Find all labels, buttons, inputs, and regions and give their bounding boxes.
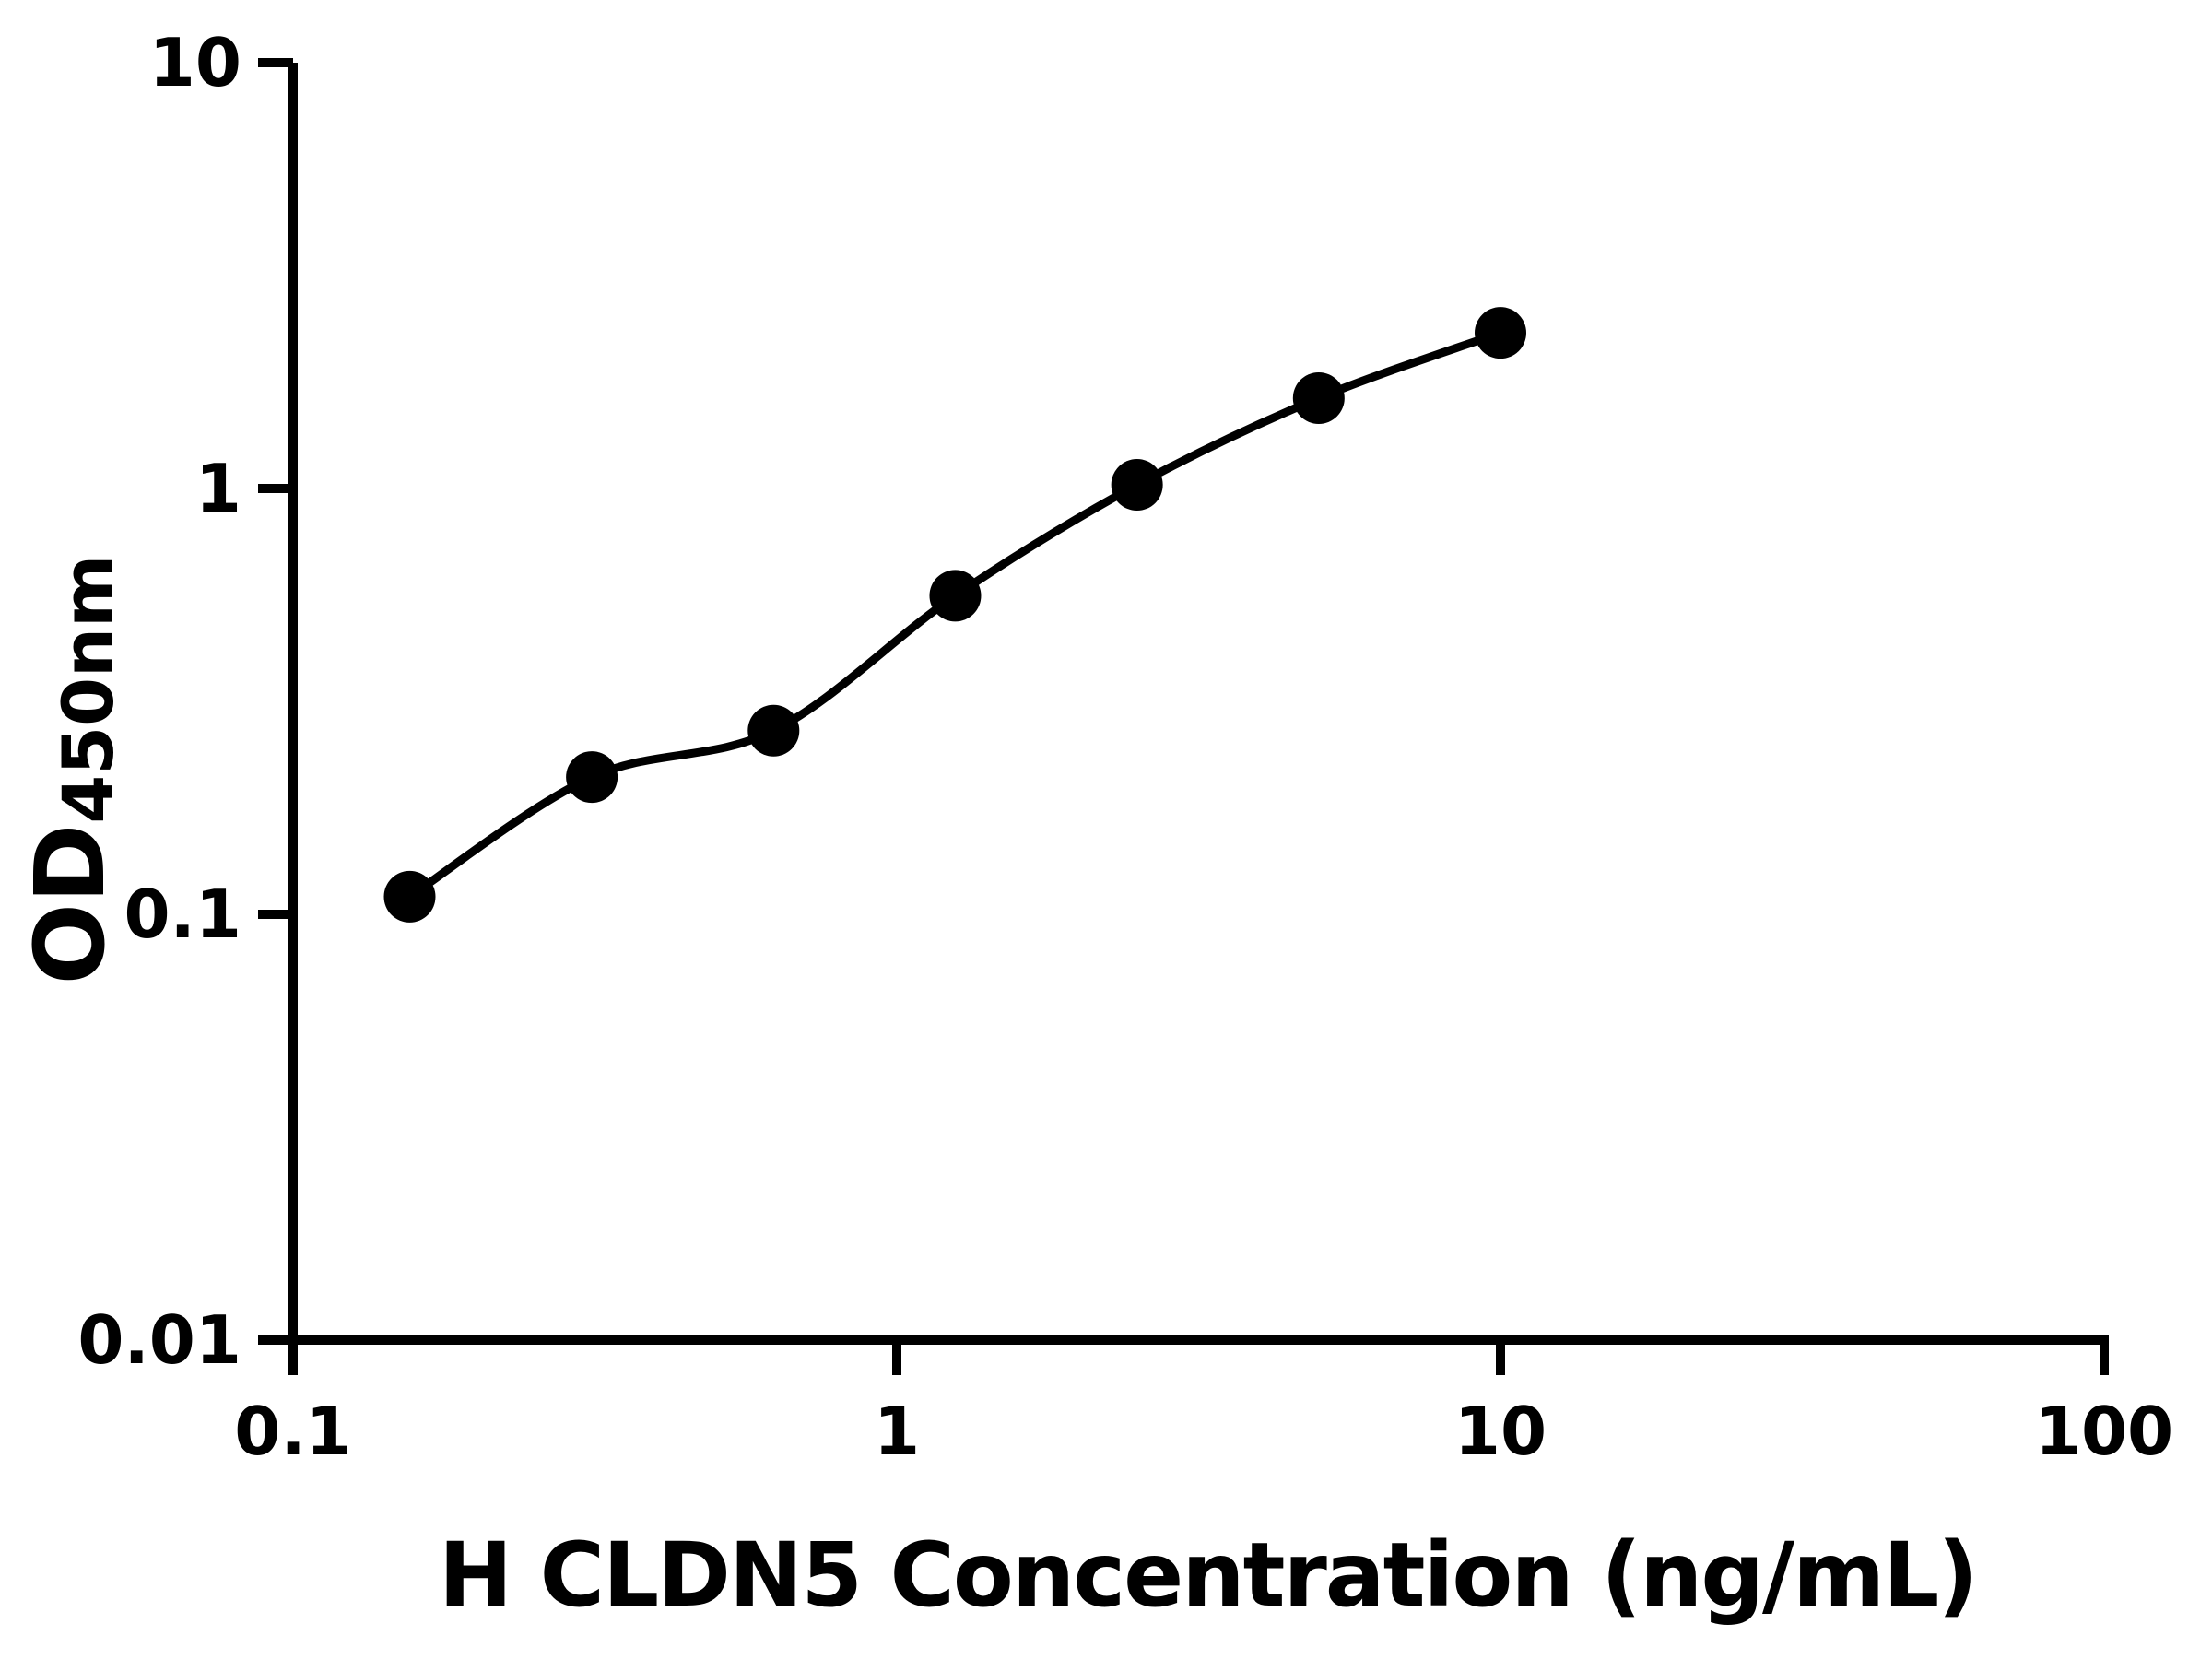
x-tick-label: 0.1 (234, 1393, 352, 1470)
y-axis-title-subscript: 450nm (47, 555, 129, 824)
data-point (1475, 307, 1526, 359)
data-point (747, 704, 800, 757)
data-point (1111, 459, 1163, 512)
data-point (566, 751, 618, 804)
x-tick-label: 100 (2035, 1393, 2173, 1470)
y-tick-label: 10 (149, 24, 241, 101)
y-tick-label: 0.01 (77, 1301, 241, 1379)
axis-spines (288, 63, 2109, 1345)
data-point (1292, 371, 1345, 424)
x-axis-title: H CLDN5 Concentration (ng/mL) (439, 1524, 1976, 1627)
x-tick-label: 1 (874, 1393, 920, 1470)
y-axis-title: OD450nm (14, 555, 129, 985)
y-tick-label: 0.1 (124, 876, 241, 953)
y-axis-title-main: OD (14, 824, 126, 985)
x-tick-label: 10 (1454, 1393, 1547, 1470)
y-tick-label: 1 (195, 450, 241, 527)
data-point (383, 870, 436, 923)
data-point (929, 570, 982, 622)
